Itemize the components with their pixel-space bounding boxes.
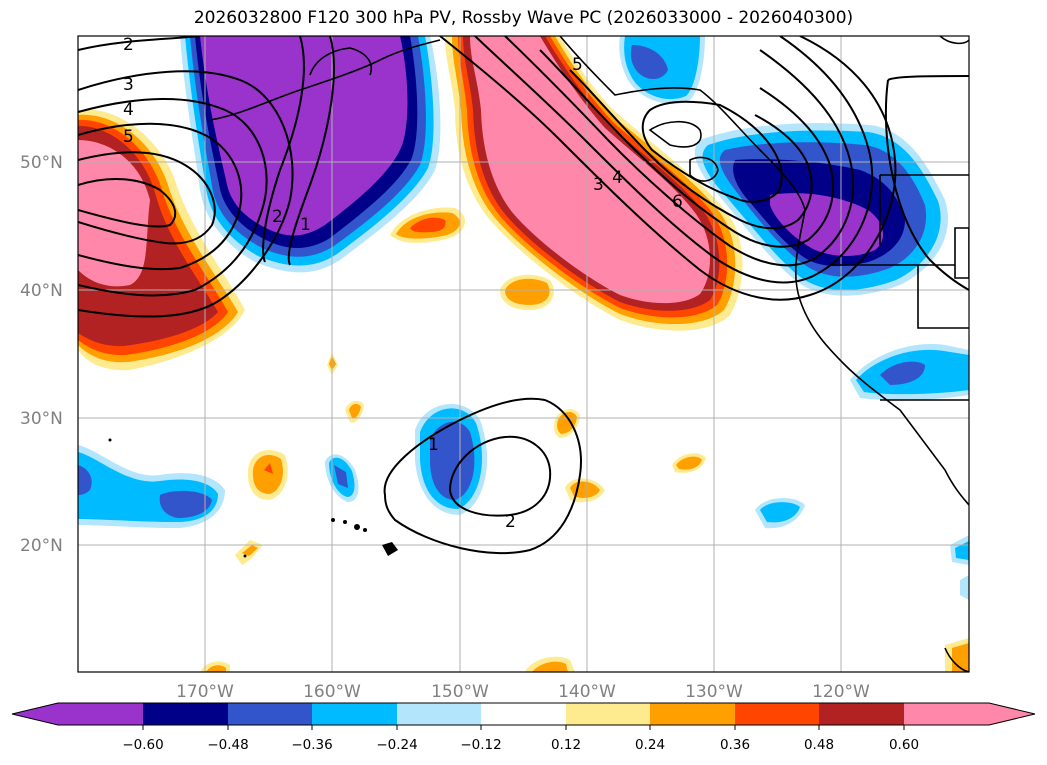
colorbar-tick-label: 0.12 xyxy=(551,737,581,753)
contour-label: 1 xyxy=(428,435,439,455)
colorbar-tick-label: 0.60 xyxy=(889,737,919,753)
colorbar-segment xyxy=(650,703,735,725)
colorbar-tick-label: −0.60 xyxy=(122,737,163,753)
contour-label: 5 xyxy=(572,55,583,75)
colorbar-tick-label: −0.48 xyxy=(207,737,248,753)
colorbar-extend-max xyxy=(989,703,1035,725)
lat-label: 40°N xyxy=(20,281,63,301)
colorbar: −0.60 −0.48 −0.36 −0.24 −0.12 0.12 0.24 … xyxy=(11,702,1036,753)
contour-label: 3 xyxy=(123,75,134,95)
longitude-labels: 170°W 160°W 150°W 140°W 130°W 120°W xyxy=(176,682,870,702)
lat-label: 20°N xyxy=(20,536,63,556)
colorbar-segment xyxy=(819,703,904,725)
contour-label: 3 xyxy=(593,175,604,195)
colorbar-segment xyxy=(228,703,312,725)
colorbar-tick-label: 0.36 xyxy=(720,737,750,753)
contour-label: 2 xyxy=(123,35,134,55)
contour-label: 6 xyxy=(672,192,683,212)
contour-label: 2 xyxy=(272,207,283,227)
lon-label: 140°W xyxy=(558,682,616,702)
colorbar-tick-label: −0.12 xyxy=(460,737,501,753)
latitude-labels: 50°N 40°N 30°N 20°N xyxy=(20,153,63,556)
colorbar-segment xyxy=(481,703,566,725)
colorbar-tick-label: 0.48 xyxy=(804,737,834,753)
islands xyxy=(108,438,398,558)
lat-label: 50°N xyxy=(20,153,63,173)
colorbar-segment xyxy=(566,703,650,725)
colorbar-segment xyxy=(143,703,228,725)
colorbar-segment xyxy=(58,703,143,725)
lat-label: 30°N xyxy=(20,409,63,429)
coastlines xyxy=(209,36,969,672)
colorbar-segment xyxy=(397,703,481,725)
colorbar-segment xyxy=(904,703,989,725)
pv-filled-contours xyxy=(78,36,969,672)
colorbar-tick-label: 0.24 xyxy=(635,737,665,753)
lon-label: 150°W xyxy=(431,682,489,702)
colorbar-tick-label: −0.36 xyxy=(291,737,332,753)
contour-labels: 2 3 4 5 2 1 3 4 6 5 1 2 xyxy=(123,35,683,532)
lon-label: 170°W xyxy=(176,682,234,702)
plot-frame xyxy=(77,35,970,673)
contour-label: 4 xyxy=(123,100,134,120)
lon-label: 160°W xyxy=(303,682,361,702)
colorbar-extend-min xyxy=(12,703,58,725)
rossby-pc-contours xyxy=(78,36,969,555)
contour-label: 4 xyxy=(612,168,623,188)
contour-label: 1 xyxy=(300,215,311,235)
lon-label: 120°W xyxy=(812,682,870,702)
contour-label: 5 xyxy=(123,127,134,147)
colorbar-segment xyxy=(735,703,819,725)
lon-label: 130°W xyxy=(685,682,743,702)
colorbar-tick-label: −0.24 xyxy=(376,737,417,753)
map-title: 2026032800 F120 300 hPa PV, Rossby Wave … xyxy=(193,8,854,28)
contour-label: 2 xyxy=(505,512,516,532)
colorbar-segment xyxy=(312,703,397,725)
